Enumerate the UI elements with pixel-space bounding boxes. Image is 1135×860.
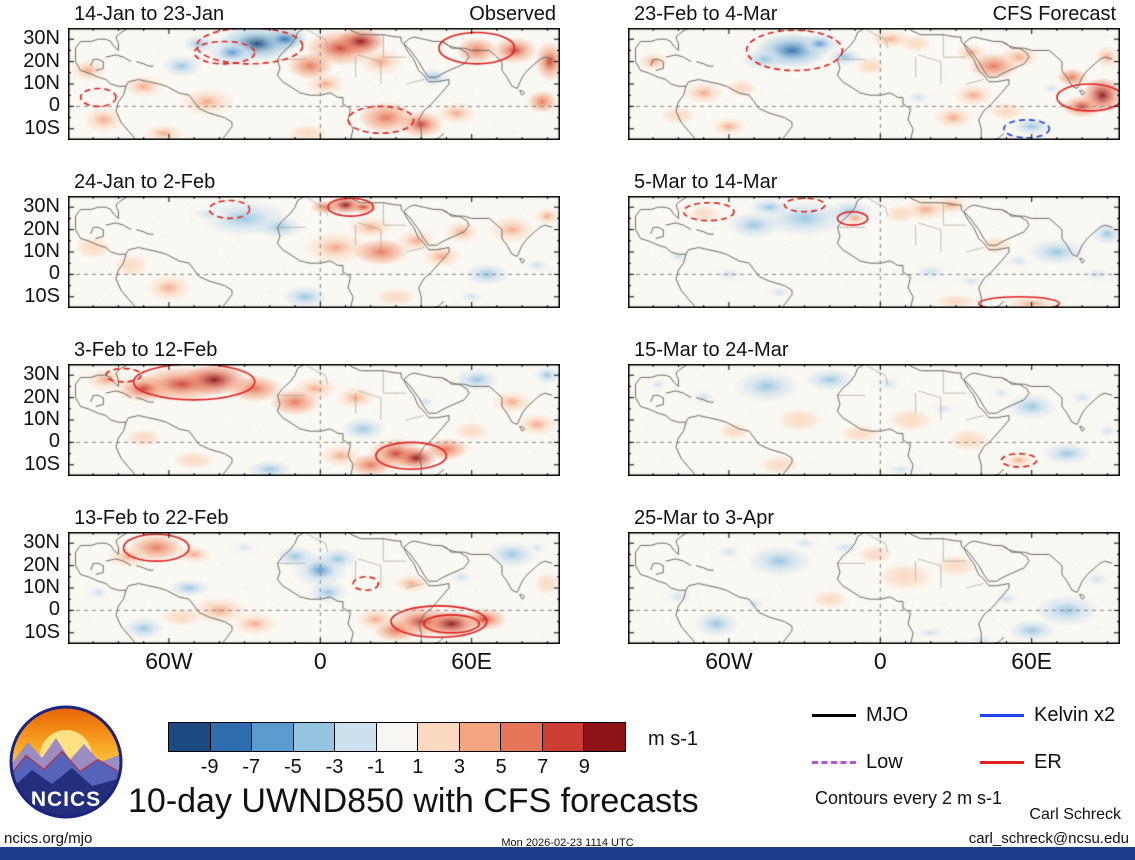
y-axis-label: 10N — [23, 576, 60, 598]
x-axis-label: 0 — [313, 648, 327, 674]
site-url: ncics.org/mjo — [4, 830, 93, 847]
legend-line-swatch — [812, 714, 856, 717]
y-axis-label: 30N — [23, 195, 60, 218]
y-axis-label: 0 — [48, 262, 60, 285]
panel-title: 25-Mar to 3-Apr — [634, 507, 775, 529]
y-axis-label: 10S — [24, 284, 60, 307]
legend-label: ER — [1034, 751, 1062, 773]
svg-text:NCICS: NCICS — [31, 788, 101, 811]
map-panel: 15-Mar to 24-Mar — [628, 338, 1120, 476]
colorbar-cell — [418, 723, 460, 751]
colorbar-tick-label: 5 — [495, 756, 507, 778]
map-canvas — [68, 364, 560, 476]
x-axis-label: 60W — [145, 648, 193, 674]
y-axis-label: 0 — [48, 94, 60, 117]
generation-timestamp: Mon 2026-02-23 1114 UTC — [501, 837, 634, 849]
y-axis-label: 0 — [48, 598, 60, 621]
panel-title: 3-Feb to 12-Feb — [74, 339, 218, 361]
map-canvas — [628, 532, 1120, 644]
colorbar-cell — [252, 723, 294, 751]
contour-legend: MJO Kelvin x2 Low ER — [812, 704, 1135, 774]
author-email: carl_schreck@ncsu.edu — [968, 830, 1129, 847]
colorbar-cell — [376, 723, 419, 751]
colorbar-cell — [584, 723, 626, 751]
colorbar-units-label: m s-1 — [648, 728, 698, 750]
legend-line-swatch — [812, 761, 856, 764]
map-canvas — [68, 532, 560, 644]
figure-title: 10-day UWND850 with CFS forecasts — [128, 782, 699, 820]
colorbar-cell — [293, 723, 336, 751]
colorbar-cell — [169, 723, 211, 751]
map-panel: 3-Feb to 12-Feb — [68, 338, 560, 476]
y-axis-label: 10S — [24, 452, 60, 475]
x-axis-label: 60E — [451, 648, 493, 674]
map-panel: 5-Mar to 14-Mar — [628, 170, 1120, 308]
legend-line-swatch — [980, 761, 1024, 764]
map-canvas — [628, 196, 1120, 308]
map-panel: 13-Feb to 22-Feb — [68, 506, 560, 644]
y-axis-label: 10N — [23, 408, 60, 430]
colorbar-tick-label: -3 — [325, 756, 344, 778]
map-panel: 23-Feb to 4-Mar CFS Forecast — [628, 2, 1120, 140]
colorbar-cell — [542, 723, 585, 751]
colorbar-cell — [501, 723, 543, 751]
legend-item: Kelvin x2 — [980, 704, 1135, 727]
legend-label: Low — [866, 751, 903, 773]
map-canvas — [628, 28, 1120, 140]
legend-label: Kelvin x2 — [1034, 704, 1116, 726]
x-axis-label: 60E — [1011, 648, 1053, 674]
y-axis-label: 10S — [24, 116, 60, 139]
colorbar-tick-label: -7 — [242, 756, 261, 778]
map-panel: 14-Jan to 23-Jan Observed — [68, 2, 560, 140]
y-axis-label: 20N — [23, 217, 60, 240]
panel-title: 15-Mar to 24-Mar — [634, 339, 789, 361]
legend-line-swatch — [980, 714, 1024, 717]
y-axis-label: 30N — [23, 531, 60, 554]
colorbar-cell — [459, 723, 502, 751]
ncics-logo: NCICS — [8, 704, 124, 825]
contour-interval-note: Contours every 2 m s-1 — [815, 788, 1003, 808]
y-axis-label: 30N — [23, 363, 60, 386]
panel-corner-label: Observed — [469, 3, 556, 25]
colorbar-cell — [210, 723, 253, 751]
x-axis-label: 0 — [873, 648, 887, 674]
y-axis-label: 20N — [23, 385, 60, 408]
map-canvas — [68, 196, 560, 308]
legend-item: MJO — [812, 704, 980, 727]
legend-label: MJO — [866, 704, 909, 726]
colorbar-tick-label: 9 — [578, 756, 590, 778]
panel-title: 14-Jan to 23-Jan — [74, 3, 225, 25]
author-credit: Carl Schreck — [1029, 806, 1121, 823]
panel-title: 5-Mar to 14-Mar — [634, 171, 778, 193]
y-axis-label: 0 — [48, 430, 60, 453]
map-canvas — [68, 28, 560, 140]
y-axis-label: 10S — [24, 620, 60, 643]
panel-title: 24-Jan to 2-Feb — [74, 171, 216, 193]
y-axis-label: 20N — [23, 553, 60, 576]
colorbar-tick-label: -9 — [200, 756, 219, 778]
colorbar-tick-label: -1 — [367, 756, 386, 778]
y-axis-label: 10N — [23, 72, 60, 94]
panel-corner-label: CFS Forecast — [992, 3, 1116, 25]
colorbar-tick-label: 1 — [412, 756, 424, 778]
panel-title: 23-Feb to 4-Mar — [634, 3, 778, 25]
map-panel: 25-Mar to 3-Apr — [628, 506, 1120, 644]
bottom-accent-bar — [0, 847, 1135, 860]
colorbar-tick-label: 7 — [537, 756, 549, 778]
y-axis-label: 10N — [23, 240, 60, 262]
legend-item: Low — [812, 751, 980, 774]
colorbar-tick-label: -5 — [284, 756, 302, 778]
map-canvas — [628, 364, 1120, 476]
colorbar-cell — [335, 723, 377, 751]
y-axis-label: 30N — [23, 27, 60, 50]
ncics-logo-image: NCICS — [9, 705, 123, 819]
colorbar — [168, 722, 626, 752]
x-axis-label: 60W — [705, 648, 753, 674]
panel-title: 13-Feb to 22-Feb — [74, 507, 229, 529]
legend-item: ER — [980, 751, 1135, 774]
y-axis-label: 20N — [23, 49, 60, 72]
map-panel: 24-Jan to 2-Feb — [68, 170, 560, 308]
colorbar-tick-label: 3 — [453, 756, 466, 778]
